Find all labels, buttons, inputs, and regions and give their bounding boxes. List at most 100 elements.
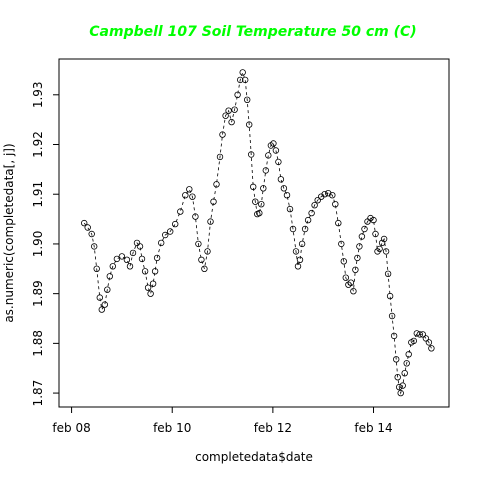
data-point [342, 274, 349, 281]
data-point [338, 240, 345, 248]
data-point [397, 389, 404, 397]
data-point [384, 270, 392, 277]
y-tick-label: 1.87 [31, 380, 45, 407]
data-point [177, 208, 184, 215]
x-tick-label: feb 08 [52, 421, 90, 435]
data-point [265, 152, 272, 159]
data-point [283, 191, 291, 199]
data-point [425, 339, 433, 346]
data-point [378, 239, 386, 247]
data-point [258, 200, 265, 208]
data-point [195, 240, 202, 248]
data-point [161, 231, 169, 239]
x-axis-label: completedata$date [195, 450, 313, 464]
data-point [396, 383, 403, 391]
data-point [262, 167, 269, 174]
data-point [153, 254, 161, 262]
data-point [101, 301, 108, 308]
data-point [361, 225, 368, 233]
data-point [192, 213, 199, 220]
data-point [370, 216, 377, 224]
data-point [243, 96, 251, 103]
data-point [245, 121, 253, 128]
data-point [113, 255, 121, 263]
data-point [225, 107, 232, 114]
x-tick-label: feb 12 [254, 421, 292, 435]
data-point [80, 219, 88, 227]
data-point [90, 243, 98, 250]
data-point [98, 306, 105, 313]
data-point [275, 158, 282, 166]
series-line [83, 71, 432, 395]
data-point [252, 198, 259, 205]
data-point [123, 256, 131, 263]
data-point [372, 230, 379, 238]
data-point [234, 91, 241, 98]
data-point [189, 193, 196, 200]
data-point [93, 265, 100, 272]
data-point [88, 230, 95, 238]
data-point [231, 106, 238, 113]
data-point [388, 312, 396, 320]
data-point [304, 216, 312, 224]
data-point [350, 288, 357, 295]
data-point [198, 256, 205, 263]
data-point [260, 185, 267, 192]
data-point [182, 191, 189, 199]
data-point [277, 176, 285, 183]
y-axis-label: as.numeric(completedata[, j]) [2, 143, 16, 322]
data-point [141, 268, 149, 275]
data-point [96, 294, 103, 301]
x-axis: feb 08 feb 10 feb 12 feb 14 [52, 406, 393, 435]
data-point [256, 209, 263, 217]
data-point [228, 118, 235, 126]
data-point [136, 243, 144, 250]
y-axis: 1.87 1.88 1.89 1.90 1.91 1.92 1.93 [31, 81, 60, 407]
y-tick-label: 1.93 [31, 81, 45, 108]
data-point [386, 292, 394, 300]
data-point [129, 249, 137, 257]
data-point [298, 240, 306, 248]
data-point [236, 76, 244, 84]
data-point [314, 196, 321, 204]
y-tick-label: 1.91 [31, 181, 45, 208]
data-point [149, 280, 157, 287]
data-point [210, 198, 217, 205]
data-point [118, 253, 126, 260]
x-tick-label: feb 14 [354, 421, 392, 435]
data-point [329, 191, 336, 199]
data-point [405, 351, 412, 358]
data-point [289, 225, 297, 233]
data-point [213, 181, 220, 188]
data-point [419, 331, 426, 338]
data-series-line [83, 71, 432, 395]
data-point [394, 374, 401, 381]
data-point [301, 225, 309, 233]
y-tick-label: 1.90 [31, 231, 45, 258]
y-tick-label: 1.88 [31, 330, 45, 357]
data-point [272, 147, 280, 154]
data-point [308, 209, 315, 217]
data-point [332, 200, 339, 208]
data-point [347, 279, 355, 286]
data-point [340, 258, 347, 265]
data-point [356, 243, 363, 250]
data-point [219, 131, 226, 138]
data-point [151, 268, 159, 275]
data-point [416, 331, 423, 338]
x-tick-label: feb 10 [153, 421, 191, 435]
data-point [376, 245, 383, 253]
data-point [126, 263, 134, 270]
data-point [166, 228, 174, 235]
data-point [321, 190, 328, 198]
data-point [239, 69, 246, 76]
data-point [84, 224, 91, 231]
data-point [207, 218, 214, 225]
data-point [157, 239, 165, 247]
data-point [204, 248, 211, 255]
data-point [393, 356, 400, 363]
data-series-points [80, 69, 435, 397]
data-point [292, 248, 300, 255]
data-point [104, 286, 111, 293]
